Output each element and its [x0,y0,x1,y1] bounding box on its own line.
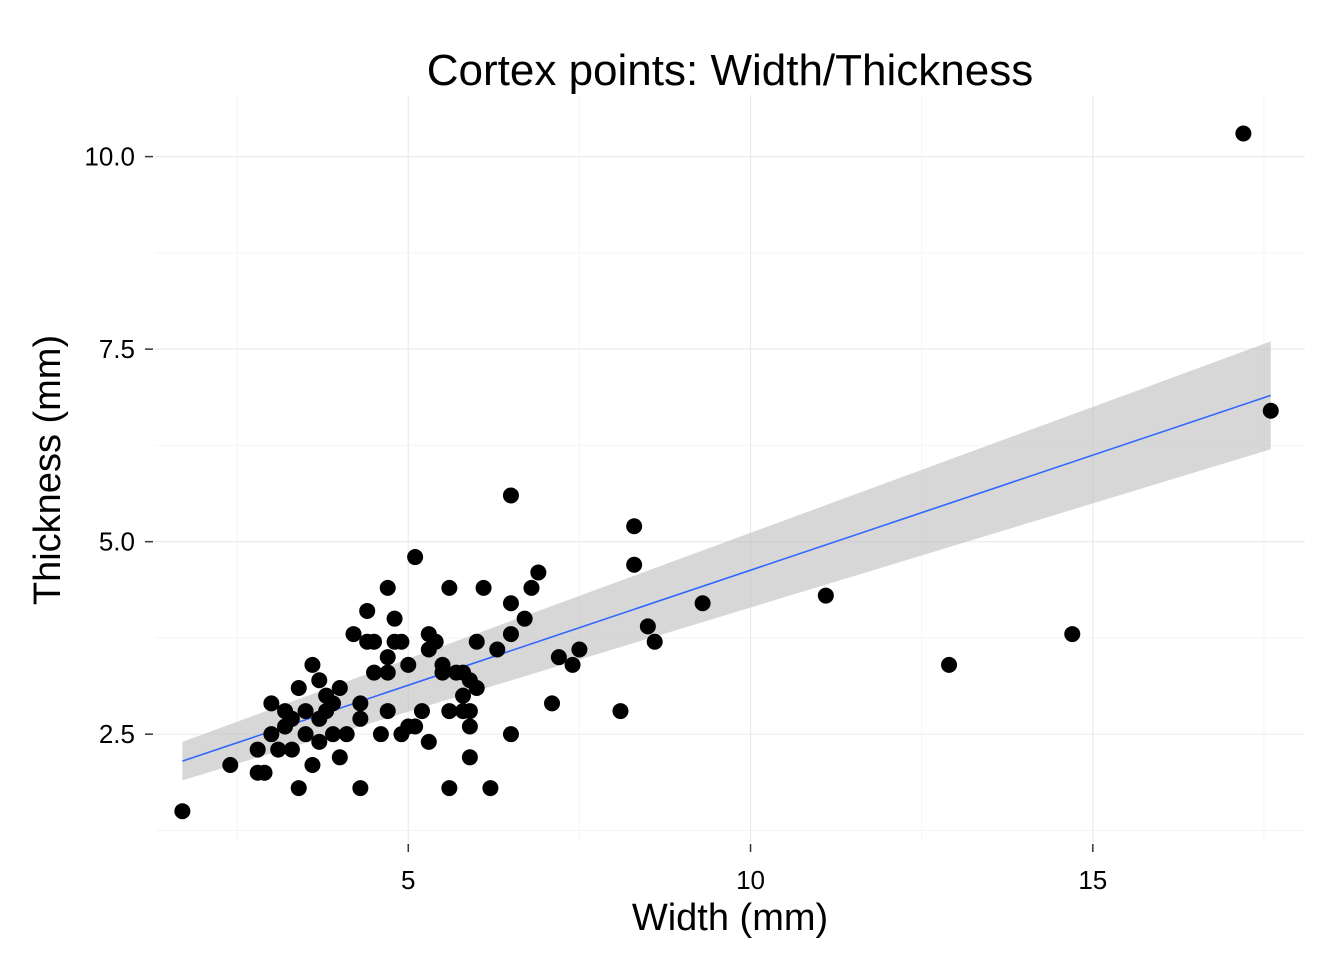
data-point [297,726,314,743]
x-tick-label: 10 [736,865,765,895]
data-point [256,764,273,781]
x-tick-label: 15 [1078,865,1107,895]
data-point [290,679,307,696]
data-point [1235,125,1252,142]
data-point [283,710,300,727]
data-point [502,595,519,612]
points-layer [174,125,1279,820]
data-point [352,780,369,797]
y-tick-label: 2.5 [99,719,135,749]
data-point [222,756,239,773]
data-point [359,602,376,619]
data-point [461,703,478,720]
data-point [379,664,396,681]
data-point [352,695,369,712]
data-point [324,695,341,712]
data-point [502,726,519,743]
data-point [352,710,369,727]
data-point [694,595,711,612]
data-point [468,633,485,650]
data-point [626,556,643,573]
data-point [379,703,396,720]
axis-ticks [145,155,1094,852]
data-point [468,679,485,696]
data-point [407,718,424,735]
data-point [290,780,307,797]
data-point [345,626,362,643]
data-point [502,626,519,643]
data-point [304,756,321,773]
data-point [1064,626,1081,643]
x-axis-title: Width (mm) [632,897,828,939]
data-point [249,741,266,758]
data-point [331,749,348,766]
y-tick-label: 7.5 [99,334,135,364]
data-point [482,780,499,797]
data-point [455,687,472,704]
data-point [817,587,834,604]
data-point [297,703,314,720]
data-point [626,518,643,535]
data-point [564,656,581,673]
data-point [263,726,280,743]
data-point [263,695,280,712]
data-point [366,664,383,681]
data-point [379,649,396,666]
data-point [304,656,321,673]
data-point [427,633,444,650]
data-point [530,564,547,581]
data-point [420,733,437,750]
data-point [441,780,458,797]
data-point [400,656,417,673]
data-point [516,610,533,627]
data-point [174,803,191,820]
data-point [571,641,588,658]
data-point [379,579,396,596]
data-point [393,633,410,650]
data-point [283,741,300,758]
data-point [270,741,287,758]
data-point [550,649,567,666]
data-point [311,733,328,750]
data-point [523,579,540,596]
y-tick-label: 10.0 [84,142,135,172]
data-point [441,703,458,720]
data-point [639,618,656,635]
y-axis-title: Thickness (mm) [27,335,69,605]
data-point [324,726,341,743]
data-point [366,633,383,650]
data-point [372,726,389,743]
data-point [311,672,328,689]
data-point [331,679,348,696]
data-point [441,579,458,596]
data-point [544,695,561,712]
x-tick-label: 5 [401,865,415,895]
data-point [1262,402,1279,419]
data-point [941,656,958,673]
data-point [502,487,519,504]
data-point [475,579,492,596]
data-point [489,641,506,658]
axis-tick-labels: 5 10 15 2.5 5.0 7.5 10.0 [84,142,1107,895]
data-point [413,703,430,720]
data-point [461,718,478,735]
y-tick-label: 5.0 [99,527,135,557]
chart-title: Cortex points: Width/Thickness [427,46,1033,95]
data-point [338,726,355,743]
data-point [407,549,424,566]
data-point [386,610,403,627]
data-point [434,664,451,681]
data-point [612,703,629,720]
data-point [461,749,478,766]
data-point [646,633,663,650]
